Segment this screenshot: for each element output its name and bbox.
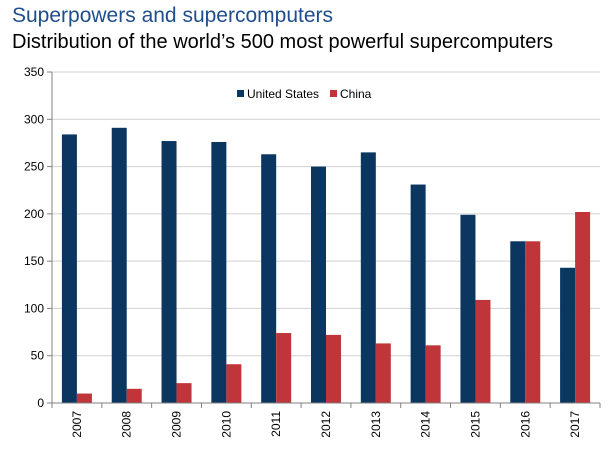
bars xyxy=(61,127,591,404)
bar-united-states-2013 xyxy=(360,152,376,403)
bar-united-states-2014 xyxy=(410,184,426,403)
x-tick-label: 2012 xyxy=(319,411,333,438)
bar-united-states-2011 xyxy=(261,154,277,403)
bar-china-2015 xyxy=(475,299,491,403)
bar-united-states-2017 xyxy=(560,267,576,403)
x-tick-label: 2009 xyxy=(170,411,184,438)
bar-china-2013 xyxy=(375,343,391,403)
chart-title: Superpowers and supercomputers xyxy=(12,4,334,27)
bar-united-states-2009 xyxy=(161,141,177,403)
bar-china-2012 xyxy=(326,334,341,403)
bar-china-2008 xyxy=(126,388,142,403)
y-tick-label: 350 xyxy=(24,65,44,79)
y-tick-label: 200 xyxy=(24,207,44,221)
bar-china-2014 xyxy=(425,345,441,403)
legend-swatch-china xyxy=(330,90,337,97)
y-tick-label: 150 xyxy=(24,254,44,268)
gridlines xyxy=(52,71,600,357)
x-tick-label: 2013 xyxy=(369,411,383,438)
axes xyxy=(47,71,601,408)
bar-united-states-2015 xyxy=(460,214,476,403)
x-tick-label: 2014 xyxy=(419,411,433,438)
x-tick-label: 2011 xyxy=(269,411,283,437)
legend-label-united-states: United States xyxy=(247,87,319,101)
y-tick-label: 300 xyxy=(24,112,44,126)
bar-united-states-2008 xyxy=(111,127,127,403)
y-tick-label: 250 xyxy=(24,160,44,174)
x-tick-label: 2007 xyxy=(70,411,84,438)
bar-china-2011 xyxy=(276,333,292,403)
legend-label-china: China xyxy=(340,87,372,101)
y-tick-label: 100 xyxy=(24,301,44,315)
legend-swatch-united-states xyxy=(237,90,244,97)
bar-china-2009 xyxy=(176,383,192,403)
x-tick-label: 2016 xyxy=(518,411,532,438)
x-tick-label: 2008 xyxy=(120,411,134,438)
bar-united-states-2010 xyxy=(211,141,227,404)
bar-china-2017 xyxy=(575,211,591,403)
y-tick-label: 0 xyxy=(37,396,44,410)
x-tick-label: 2015 xyxy=(468,411,482,438)
bar-united-states-2012 xyxy=(311,166,326,403)
y-tick-label: 50 xyxy=(31,349,45,363)
bar-china-2010 xyxy=(226,364,242,403)
y-axis-ticks: 0 50 100 150 200 250 300 350 xyxy=(24,65,44,410)
bar-united-states-2007 xyxy=(61,134,77,403)
bar-china-2007 xyxy=(76,393,92,403)
bar-united-states-2016 xyxy=(510,241,526,403)
x-tick-label: 2017 xyxy=(568,411,582,438)
legend: United States China xyxy=(237,87,372,101)
bar-china-2016 xyxy=(525,241,541,403)
x-axis-ticks: 2007 2008 2009 2010 2011 2012 2013 2014 2015 2016… xyxy=(70,411,582,438)
chart-subtitle: Distribution of the world’s 500 most pow… xyxy=(12,31,553,53)
x-tick-label: 2010 xyxy=(219,411,233,438)
